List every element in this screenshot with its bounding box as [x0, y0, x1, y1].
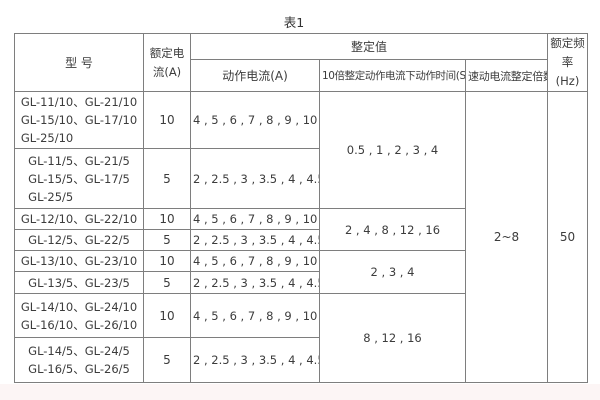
quick-multiple-cell: 2~8	[465, 91, 548, 383]
operating-current-cell: 2 , 2.5 , 3 , 3.5 , 4 , 4.5 , 5	[190, 337, 320, 383]
operating-time-cell: 2 , 4 , 8 , 12 , 16	[319, 208, 466, 251]
header-rated-frequency: 额定频 率(Hz)	[547, 33, 588, 92]
rated-current-cell: 10	[143, 208, 191, 230]
model-cell: GL-14/5、GL-24/5 GL-16/5、GL-26/5	[14, 337, 144, 383]
operating-time-cell: 8 , 12 , 16	[319, 293, 466, 383]
header-model: 型 号	[14, 33, 144, 92]
table-row: GL-13/5、GL-23/5 5 2 , 2.5 , 3 , 3.5 , 4 …	[14, 271, 588, 294]
operating-time-cell: 0.5 , 1 , 2 , 3 , 4	[319, 91, 466, 209]
table-row: GL-14/10、GL-24/10 GL-16/10、GL-26/10 10 4…	[14, 293, 588, 383]
model-cell: GL-13/10、GL-23/10	[14, 250, 144, 272]
model-name: GL-13/10、GL-23/10	[20, 254, 138, 268]
model-name: GL-16/10、GL-26/10	[20, 317, 138, 332]
relay-spec-table: 型 号 额定电 流(A) 整定值 额定频 率(Hz) 动作电流(A) 10倍整定…	[14, 32, 588, 383]
table-row: GL-14/5、GL-24/5 GL-16/5、GL-26/5 5 2 , 2.…	[14, 337, 588, 383]
model-name: GL-25/10	[20, 131, 74, 145]
header-rated-frequency-line2: 率(Hz)	[555, 55, 580, 88]
table-row: GL-13/10、GL-23/10 10 4 , 5 , 6 , 7 , 8 ,…	[14, 250, 588, 294]
header-setting-value: 整定值	[190, 32, 548, 61]
model-name: GL-11/5、GL-21/5	[28, 153, 130, 168]
rated-current-cell: 10	[143, 91, 191, 149]
rated-current-cell: 5	[143, 271, 191, 294]
model-name: GL-12/5、GL-22/5	[28, 233, 130, 247]
model-cell: GL-12/10、GL-22/10	[14, 208, 144, 230]
operating-current-cell: 4 , 5 , 6 , 7 , 8 , 9 , 10	[190, 208, 320, 230]
operating-current-cell: 2 , 2.5 , 3 , 3.5 , 4 , 4.5 , 5	[190, 148, 320, 209]
header-quick-multiple: 速动电流整定倍数	[465, 59, 548, 92]
header-operating-time: 10倍整定动作电流下动作时间(S)	[319, 59, 466, 92]
table-row: GL-12/10、GL-22/10 10 4 , 5 , 6 , 7 , 8 ,…	[14, 208, 588, 251]
model-name: GL-14/5、GL-24/5	[28, 344, 130, 358]
model-name: GL-15/5、GL-17/5	[28, 171, 130, 186]
operating-current-cell: 4 , 5 , 6 , 7 , 8 , 9 , 10	[190, 91, 320, 149]
model-cell: GL-11/10、GL-21/10 GL-15/10、GL-17/10 GL-2…	[14, 91, 144, 149]
model-name: GL-12/10、GL-22/10	[20, 212, 138, 226]
model-name: GL-13/5、GL-23/5	[28, 275, 130, 290]
header-rated-current-line2: 流(A)	[152, 64, 182, 79]
operating-current-cell: 2 , 2.5 , 3 , 3.5 , 4 , 4.5 , 5	[190, 229, 320, 251]
table-row: GL-11/5、GL-21/5 GL-15/5、GL-17/5 GL-25/5 …	[14, 148, 588, 209]
operating-time-cell: 2 , 3 , 4	[319, 250, 466, 294]
rated-current-cell: 10	[143, 250, 191, 272]
table-row: GL-11/10、GL-21/10 GL-15/10、GL-17/10 GL-2…	[14, 91, 588, 383]
rated-current-cell: 10	[143, 293, 191, 338]
header-rated-current: 额定电 流(A)	[143, 33, 191, 92]
header-operating-current: 动作电流(A)	[190, 59, 320, 92]
rated-current-cell: 5	[143, 229, 191, 251]
table-title: 表1	[283, 15, 305, 30]
operating-current-cell: 4 , 5 , 6 , 7 , 8 , 9 , 10	[190, 250, 320, 272]
model-name: GL-25/5	[28, 189, 74, 204]
frequency-cell: 50	[547, 91, 588, 383]
model-cell: GL-14/10、GL-24/10 GL-16/10、GL-26/10	[14, 293, 144, 338]
rated-current-cell: 5	[143, 148, 191, 209]
header-rated-current-line1: 额定电	[149, 45, 185, 60]
model-name: GL-14/10、GL-24/10	[20, 299, 138, 314]
model-cell: GL-13/5、GL-23/5	[14, 271, 144, 294]
rated-current-cell: 5	[143, 337, 191, 383]
header-rated-frequency-line1: 额定频	[550, 36, 585, 50]
model-cell: GL-11/5、GL-21/5 GL-15/5、GL-17/5 GL-25/5	[14, 148, 144, 209]
operating-current-cell: 2 , 2.5 , 3 , 3.5 , 4 , 4.5 , 5	[190, 271, 320, 294]
page-bottom-strip	[0, 384, 600, 400]
model-cell: GL-12/5、GL-22/5	[14, 229, 144, 251]
operating-current-cell: 4 , 5 , 6 , 7 , 8 , 9 , 10	[190, 293, 320, 338]
model-name: GL-11/10、GL-21/10	[20, 95, 138, 109]
model-name: GL-16/5、GL-26/5	[28, 362, 130, 376]
model-name: GL-15/10、GL-17/10	[20, 113, 138, 127]
